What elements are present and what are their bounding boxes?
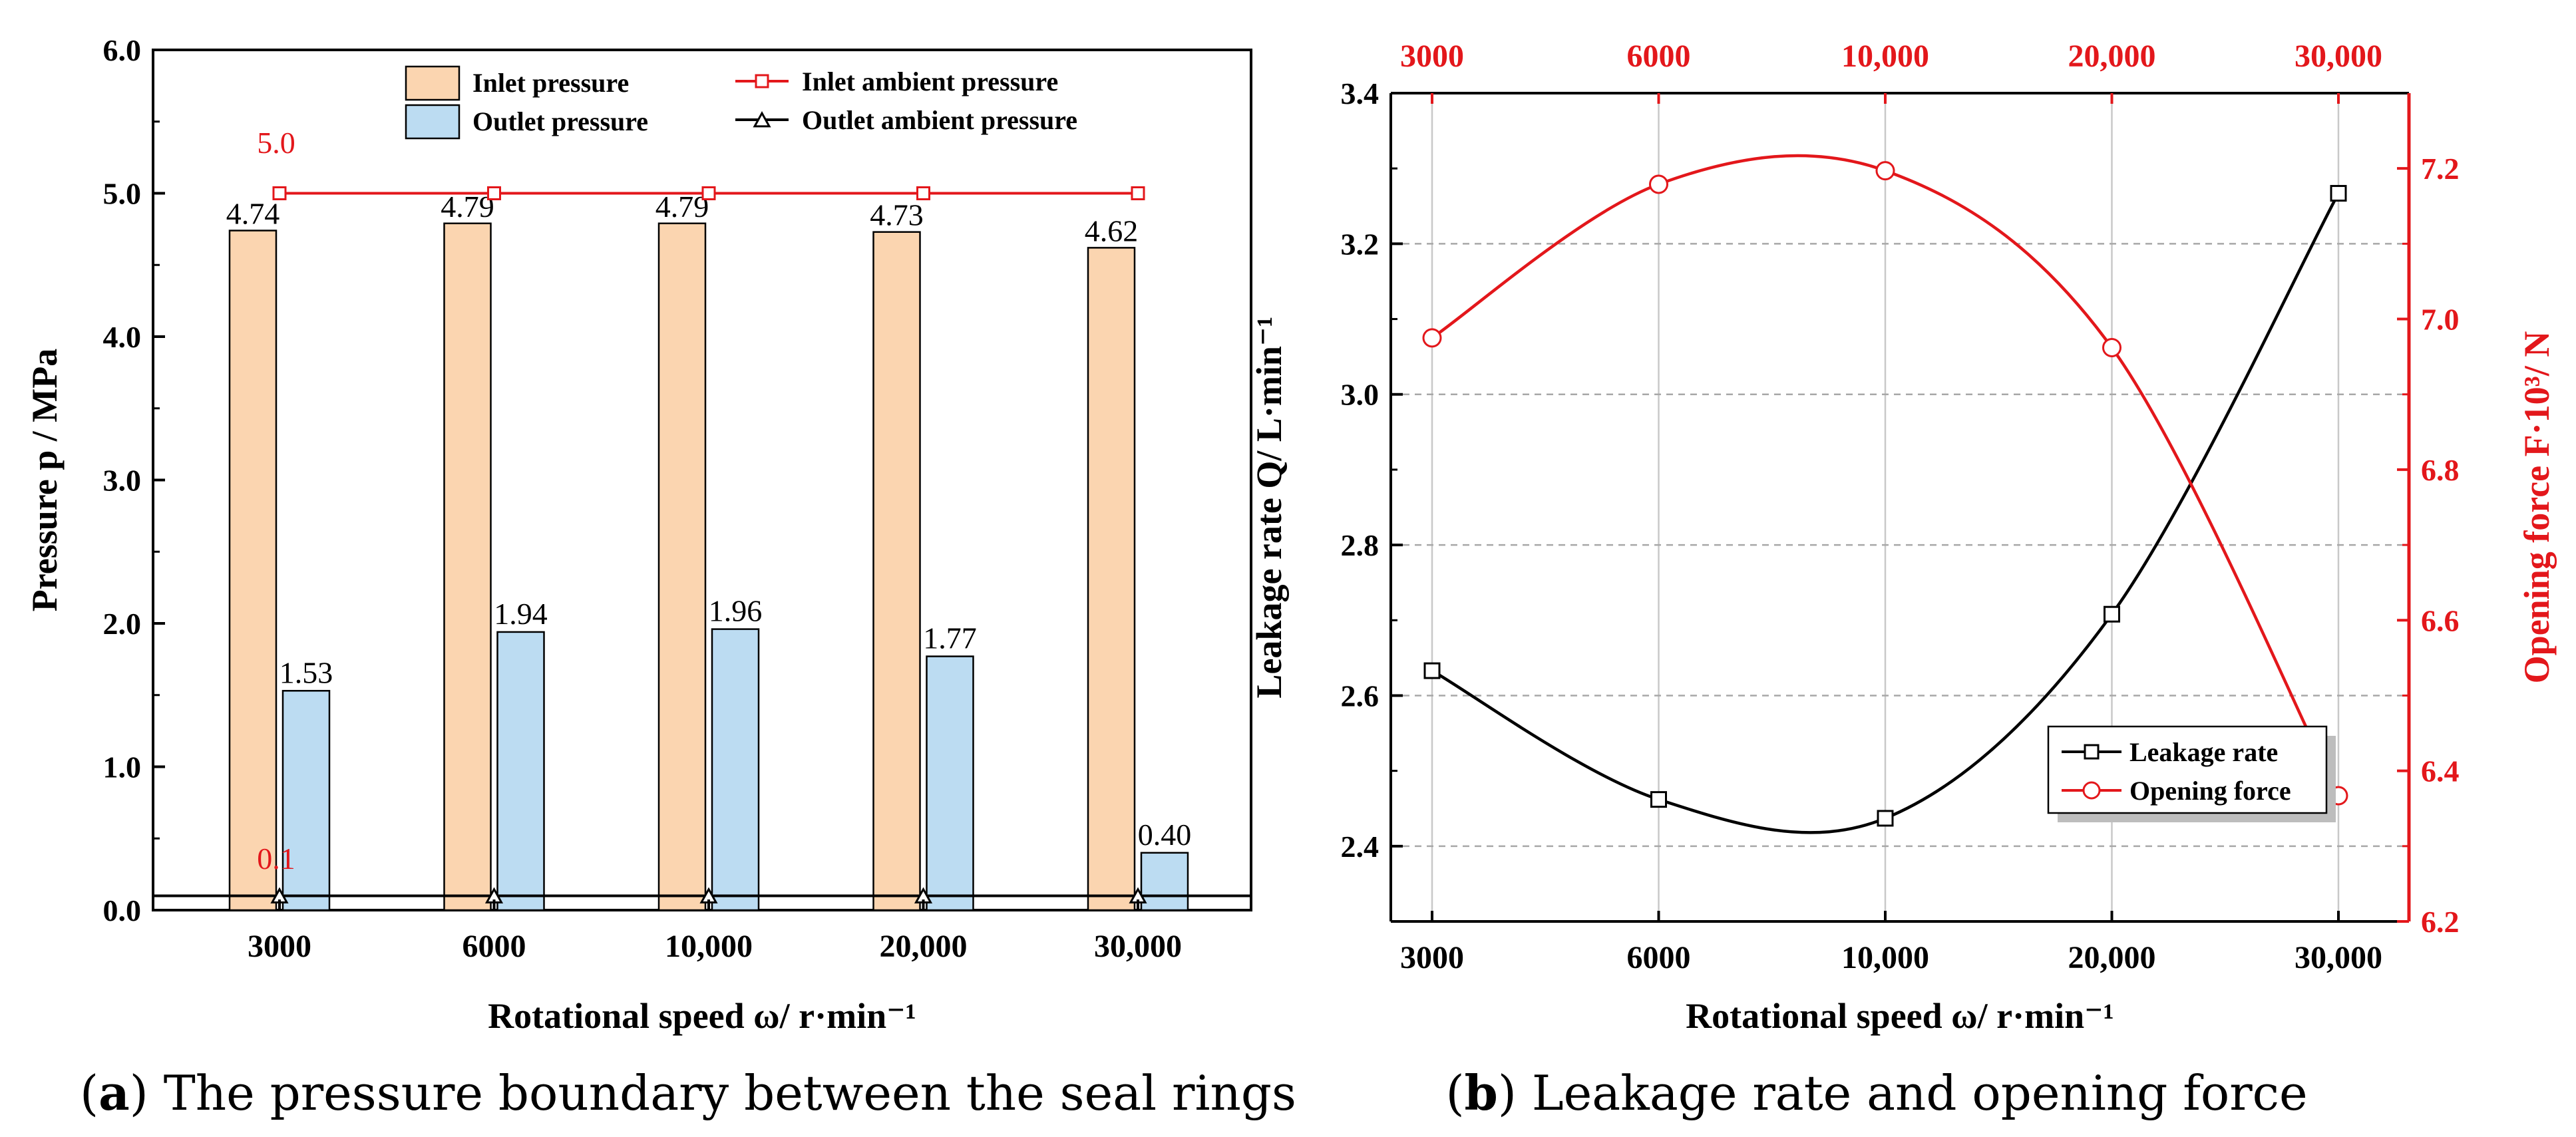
plot-a-marker-inlet-ambient — [701, 186, 716, 200]
plot-b-xtick-top-label: 3000 — [1400, 39, 1464, 74]
plot-a-annotation: 5.0 — [257, 126, 295, 160]
plot-a-marker-inlet-ambient — [1131, 186, 1145, 200]
plot-a-bar-outlet-label: 0.40 — [1138, 818, 1192, 852]
plot-a-legend-swatch — [405, 104, 460, 140]
plot-b-marker-leakage — [1650, 791, 1667, 808]
plot-a-bar-outlet-label: 1.96 — [709, 594, 763, 628]
plot-a-ytick-label: 1.0 — [103, 750, 142, 784]
plot-b-ylabel-left: Leakage rate Q/ L·min⁻¹ — [1249, 316, 1289, 698]
plot-b-ylabel-right: Opening force F·10³/ N — [2517, 331, 2557, 684]
plot-b-legend-label: Opening force — [2129, 776, 2291, 806]
plot-a-legend-marker — [755, 74, 769, 88]
plot-a-bar-inlet-label: 4.62 — [1085, 214, 1139, 247]
plot-a-legend-label: Inlet ambient pressure — [802, 67, 1058, 96]
plot-a-xtick-label: 30,000 — [1094, 929, 1182, 964]
caption-a-text: The pressure boundary between the seal r… — [148, 1065, 1296, 1121]
plot-b-ytick-right-label: 7.2 — [2421, 152, 2460, 186]
plot-b-xtick-top-label: 10,000 — [1841, 39, 1929, 74]
plot-b-xtick-top-label: 20,000 — [2068, 39, 2156, 74]
plot-a-bar-inlet-label: 4.79 — [441, 190, 494, 224]
plot-a-legend-swatch — [405, 65, 460, 101]
plot-a-annotation: 0.1 — [257, 842, 295, 876]
plot-a-bar-inlet — [872, 231, 921, 911]
plot-a-legend-marker — [753, 111, 771, 128]
plot-a-bar-outlet-label: 1.77 — [923, 621, 977, 655]
plot-b-ytick-left-label: 2.4 — [1341, 830, 1380, 864]
plot-b-legend-label: Leakage rate — [2129, 737, 2278, 767]
plot-b-ytick-right-label: 7.0 — [2421, 303, 2460, 337]
plot-b-ytick-right-label: 6.2 — [2421, 905, 2460, 939]
plot-b-xtick-label: 10,000 — [1841, 940, 1929, 975]
plot-b-xtick-label: 30,000 — [2295, 940, 2382, 975]
caption-b: (b) Leakage rate and opening force — [1445, 1064, 2308, 1121]
plot-a-legend-label: Inlet pressure — [472, 68, 629, 98]
plot-a-marker-inlet-ambient — [916, 186, 930, 200]
plot-a-ytick-label: 5.0 — [103, 177, 142, 211]
caption-b-text: Leakage rate and opening force — [1516, 1065, 2308, 1121]
plot-b-ytick-right-label: 6.6 — [2421, 603, 2460, 637]
plot-b-xtick-label: 20,000 — [2068, 940, 2156, 975]
plot-b-xtick-top-label: 6000 — [1627, 39, 1691, 74]
plot-a-bar-inlet — [228, 230, 277, 911]
plot-a-bar-outlet — [711, 628, 760, 911]
plot-a-legend-label: Outlet ambient pressure — [802, 105, 1077, 135]
plot-b-ytick-left-label: 2.6 — [1341, 679, 1380, 713]
plot-b-marker-leakage — [2330, 185, 2347, 202]
plot-a-legend-label: Outlet pressure — [472, 106, 648, 136]
plot-b-marker-opening-force — [1875, 161, 1895, 181]
plot-a-ytick-label: 3.0 — [103, 464, 142, 498]
plot-b-marker-opening-force — [2102, 338, 2121, 358]
plot-a-bar-inlet — [443, 222, 492, 911]
plot-a-bar-outlet — [1140, 852, 1189, 911]
plot-b-ytick-left-label: 3.4 — [1341, 77, 1380, 110]
plot-a-bar-outlet — [496, 631, 545, 911]
plot-a-ytick-label: 4.0 — [103, 320, 142, 354]
plot-b-marker-leakage — [1877, 810, 1894, 827]
plot-a-ytick-label: 2.0 — [103, 607, 142, 641]
plot-b-ytick-right-label: 6.8 — [2421, 453, 2460, 487]
plot-b-legend-marker — [2084, 744, 2100, 760]
caption-a-letter: a — [98, 1064, 130, 1121]
plot-a-bar-inlet-label: 4.74 — [226, 197, 280, 231]
plot-a-xtick-label: 20,000 — [880, 929, 968, 964]
plot-b-xtick-label: 6000 — [1627, 940, 1691, 975]
plot-b-line-leakage — [1431, 192, 2340, 834]
plot-a-xtick-label: 6000 — [462, 929, 526, 964]
caption-b-letter: b — [1464, 1064, 1498, 1121]
plot-a-bar-inlet-label: 4.79 — [655, 190, 709, 224]
plot-b-marker-leakage — [1423, 662, 1441, 679]
plot-a-ytick-label: 6.0 — [103, 33, 142, 67]
plot-a-bar-inlet-label: 4.73 — [870, 198, 924, 232]
plot-a-bar-outlet-label: 1.94 — [494, 597, 548, 631]
plot-b-marker-opening-force — [1422, 328, 1442, 348]
plot-b-ytick-left-label: 3.0 — [1341, 378, 1380, 412]
plot-b-marker-opening-force — [1649, 174, 1668, 194]
plot-b-xlabel: Rotational speed ω/ r·min⁻¹ — [1686, 996, 2114, 1036]
plot-b-marker-leakage — [2104, 605, 2120, 623]
caption-a: (a) The pressure boundary between the se… — [80, 1064, 1296, 1121]
plot-a-ylabel: Pressure p / MPa — [25, 349, 65, 611]
plot-b-line-opening-force — [1431, 154, 2340, 797]
plot-a-bar-inlet — [657, 222, 707, 911]
plot-a-xlabel: Rotational speed ω/ r·min⁻¹ — [488, 996, 916, 1036]
plot-b-ytick-left-label: 3.2 — [1341, 227, 1380, 261]
plot-a-ytick-label: 0.0 — [103, 893, 142, 927]
plot-a-marker-inlet-ambient — [272, 186, 287, 200]
plot-b-ytick-left-label: 2.8 — [1341, 528, 1380, 562]
plot-b-ytick-right-label: 6.4 — [2421, 754, 2460, 788]
plot-a-marker-inlet-ambient — [487, 186, 501, 200]
plot-a-bar-outlet — [281, 690, 331, 911]
plot-a-xtick-label: 10,000 — [665, 929, 753, 964]
plot-a-bar-inlet — [1087, 247, 1136, 911]
plot-b-xtick-top-label: 30,000 — [2295, 39, 2382, 74]
plot-a-bar-outlet — [926, 655, 974, 911]
plot-a-xtick-label: 3000 — [248, 929, 311, 964]
plot-b-legend-marker — [2082, 781, 2101, 800]
plot-a-bar-outlet-label: 1.53 — [279, 655, 333, 689]
plot-b-xtick-label: 3000 — [1400, 940, 1464, 975]
